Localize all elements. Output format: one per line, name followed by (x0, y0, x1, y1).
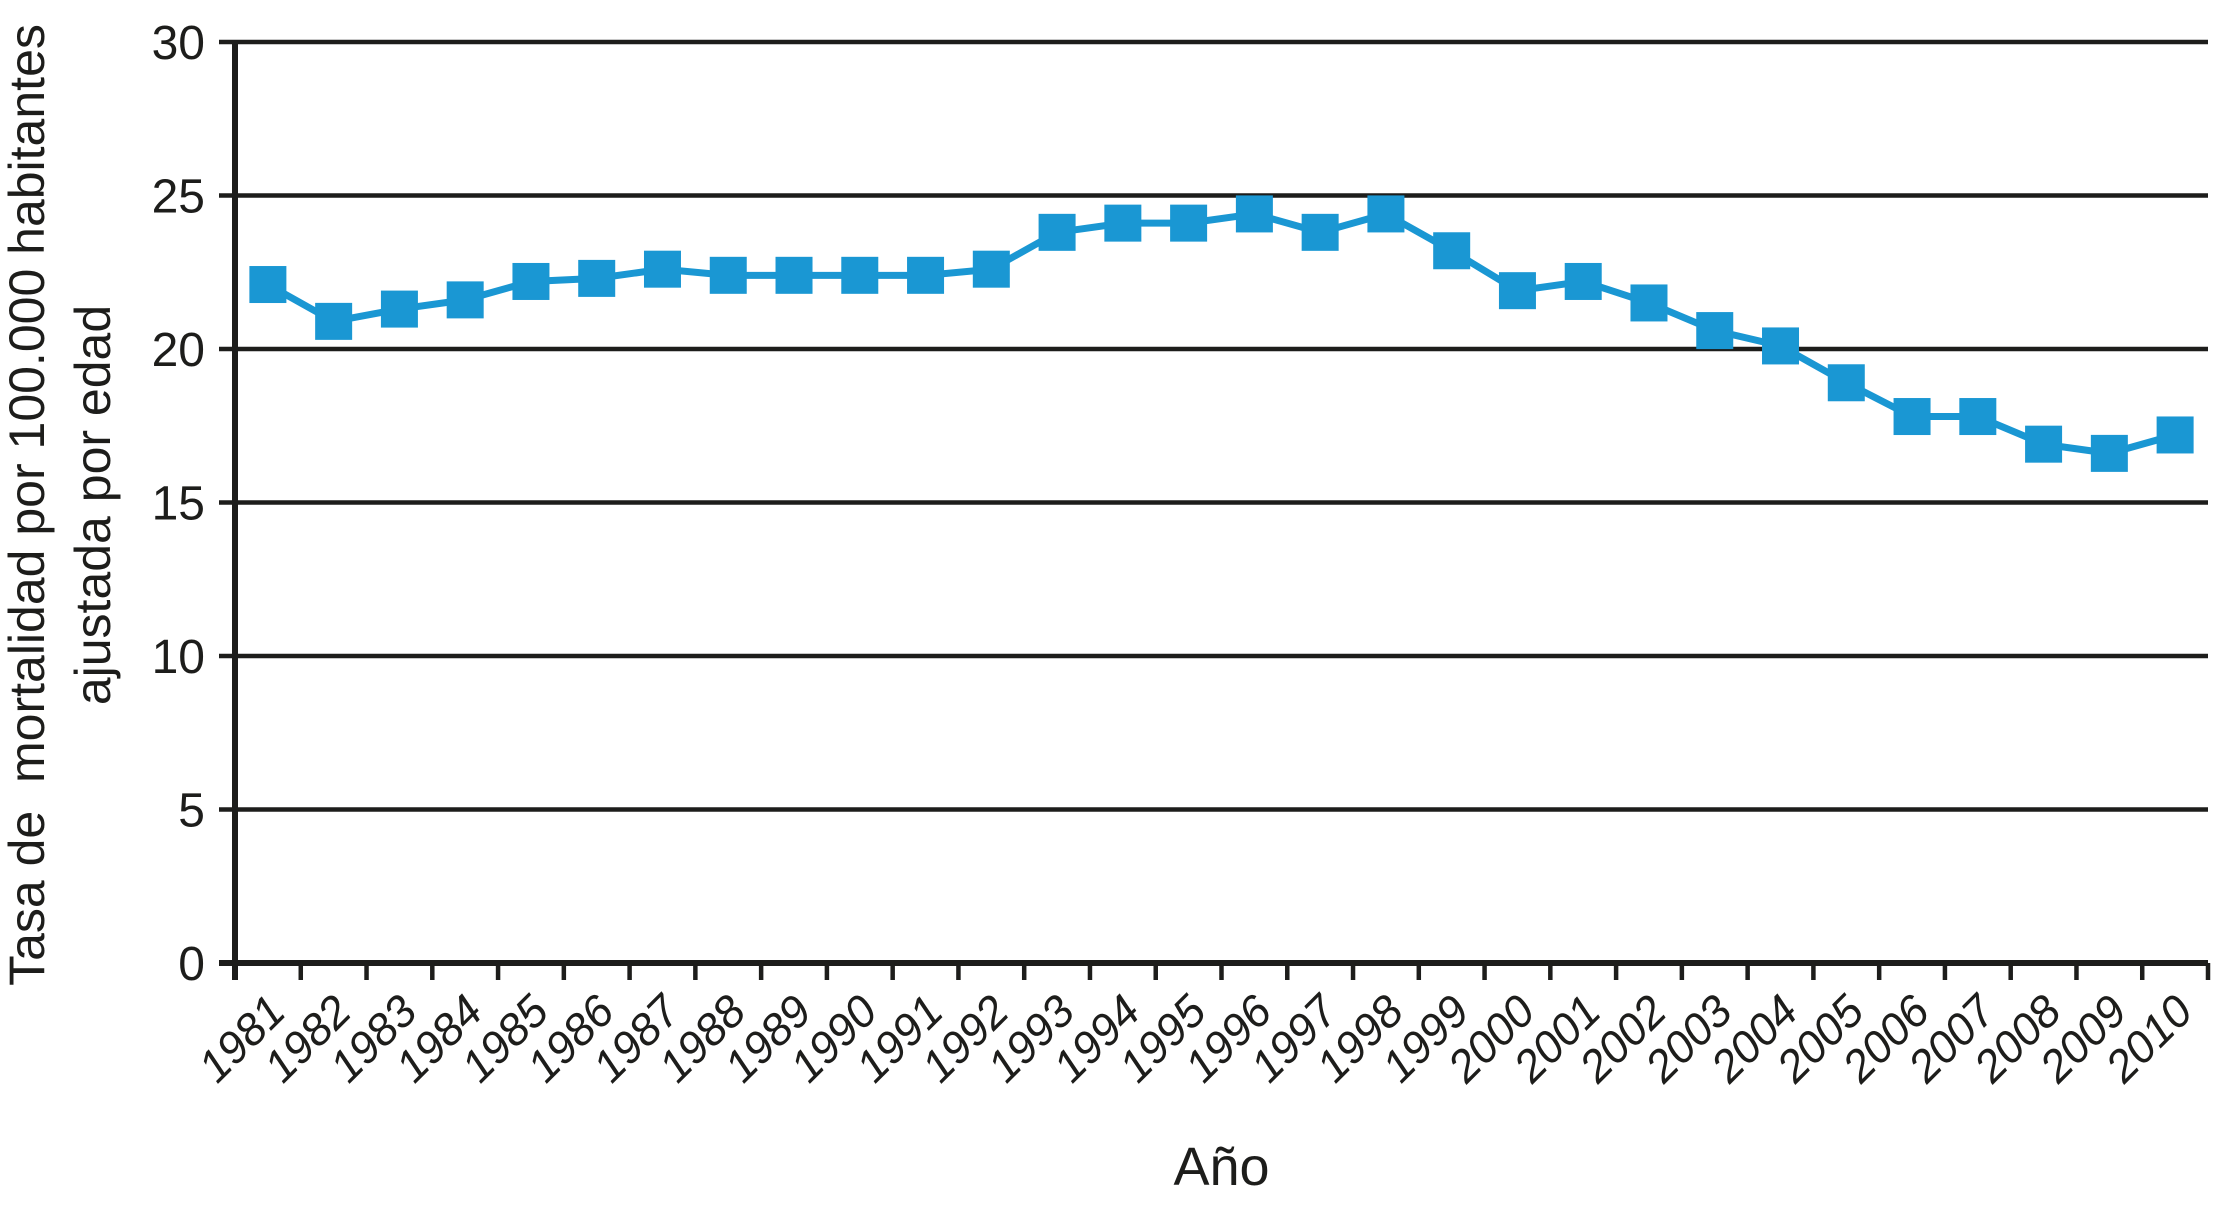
data-point-1981 (249, 266, 287, 304)
y-tick-label-25: 25 (152, 171, 205, 224)
data-point-2010 (2156, 416, 2194, 454)
y-tick-label-15: 15 (152, 478, 205, 531)
data-point-2007 (1959, 398, 1997, 436)
data-point-1984 (446, 281, 484, 319)
y-tick-label-5: 5 (178, 785, 205, 838)
data-point-1983 (380, 290, 418, 328)
data-point-1995 (1170, 204, 1208, 242)
data-point-1993 (1038, 213, 1076, 251)
y-tick-label-10: 10 (152, 631, 205, 684)
data-point-2002 (1630, 284, 1668, 322)
data-point-2008 (2025, 425, 2063, 463)
data-point-2009 (2090, 434, 2128, 472)
data-point-1996 (1235, 195, 1273, 233)
x-axis-title: Año (1173, 1137, 1270, 1197)
data-point-1982 (315, 302, 353, 340)
data-point-1997 (1301, 213, 1339, 251)
data-point-1992 (972, 250, 1010, 288)
data-point-2006 (1893, 398, 1931, 436)
data-point-1987 (643, 250, 681, 288)
y-tick-label-20: 20 (152, 324, 205, 377)
data-point-1989 (775, 256, 813, 294)
data-point-1994 (1104, 204, 1142, 242)
y-tick-label-0: 0 (178, 938, 205, 991)
data-line-Tasa de mortalidad ajustada por edad (266, 210, 2177, 457)
data-point-2003 (1696, 312, 1734, 350)
data-point-1990 (841, 256, 879, 294)
data-point-1998 (1367, 195, 1405, 233)
data-point-2000 (1498, 272, 1536, 310)
data-point-1991 (907, 256, 945, 294)
data-point-2004 (1762, 327, 1800, 365)
data-point-2005 (1827, 364, 1865, 402)
data-point-1985 (512, 262, 550, 300)
data-point-1988 (709, 256, 747, 294)
data-point-1986 (578, 259, 616, 297)
data-point-1999 (1433, 232, 1471, 270)
y-tick-label-30: 30 (152, 17, 205, 70)
data-point-2001 (1564, 262, 1602, 300)
